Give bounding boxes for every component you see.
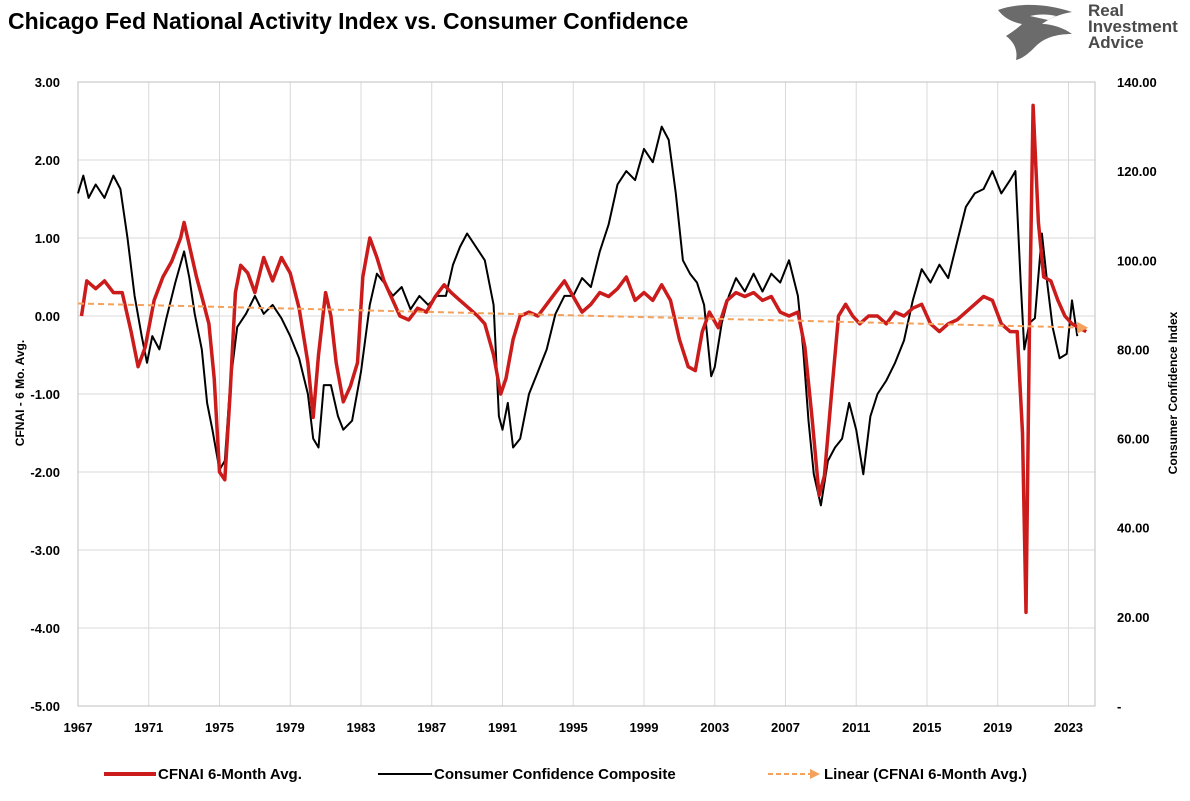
- right-tick-label: 80.00: [1117, 342, 1150, 357]
- x-tick-label: 2023: [1054, 720, 1083, 735]
- left-tick-label: 2.00: [35, 153, 60, 168]
- legend-swatch-cfnai: [104, 772, 156, 776]
- left-tick-label: -5.00: [30, 699, 60, 714]
- series-line-0: [79, 103, 1088, 615]
- right-tick-label: -: [1117, 699, 1121, 714]
- left-axis-ticks: 3.00 2.00 1.00 0.00 -1.00 -2.00 -3.00 -4.00 -5.0…: [30, 75, 60, 714]
- legend-item-consumer-confidence: Consumer Confidence Composite: [378, 760, 676, 788]
- x-tick-label: 1967: [64, 720, 93, 735]
- left-tick-label: 0.00: [35, 309, 60, 324]
- left-tick-label: -1.00: [30, 387, 60, 402]
- legend: CFNAI 6-Month Avg. Consumer Confidence C…: [0, 760, 1190, 788]
- brand-line-3: Advice: [1088, 33, 1144, 52]
- x-tick-label: 1975: [205, 720, 234, 735]
- legend-label-cfnai: CFNAI 6-Month Avg.: [158, 765, 302, 783]
- left-tick-label: -4.00: [30, 621, 60, 636]
- right-axis-ticks: 140.00 120.00 100.00 80.00 60.00 40.00 20.00 -: [1117, 75, 1157, 714]
- plot-frame: [77, 81, 1096, 707]
- legend-label-linear: Linear (CFNAI 6-Month Avg.): [824, 765, 1028, 783]
- left-axis-title: CFNAI - 6 Mo. Avg.: [13, 340, 27, 446]
- x-tick-label: 2015: [913, 720, 942, 735]
- grid-lines: [77, 81, 1096, 707]
- series-layer: [77, 103, 1089, 615]
- right-tick-label: 20.00: [1117, 610, 1150, 625]
- x-tick-label: 1995: [559, 720, 588, 735]
- left-tick-label: -3.00: [30, 543, 60, 558]
- brand-wordmark: Real Investment Advice: [1088, 1, 1178, 52]
- brand-line-2: Investment: [1088, 17, 1178, 36]
- legend-item-cfnai: CFNAI 6-Month Avg.: [104, 760, 302, 788]
- x-tick-label: 1979: [276, 720, 305, 735]
- x-axis-ticks: 1967 1971 1975 1979 1983 1987 1991 1995 1999 2003…: [64, 720, 1083, 735]
- x-tick-label: 1983: [347, 720, 376, 735]
- right-tick-label: 60.00: [1117, 432, 1150, 447]
- x-tick-label: 1971: [134, 720, 163, 735]
- right-tick-label: 140.00: [1117, 75, 1157, 90]
- right-axis-title: Consumer Confidence Index: [1166, 311, 1180, 474]
- left-tick-label: 1.00: [35, 231, 60, 246]
- legend-item-linear: Linear (CFNAI 6-Month Avg.): [768, 760, 1027, 788]
- right-tick-label: 100.00: [1117, 253, 1157, 268]
- x-tick-label: 2003: [700, 720, 729, 735]
- left-tick-label: -2.00: [30, 465, 60, 480]
- x-tick-label: 2019: [983, 720, 1012, 735]
- trend-arrowhead: [1077, 321, 1089, 334]
- chart-plot: 3.00 2.00 1.00 0.00 -1.00 -2.00 -3.00 -4.00 -5.0…: [13, 75, 1180, 735]
- legend-label-consumer-confidence: Consumer Confidence Composite: [434, 765, 676, 783]
- legend-swatch-linear: [768, 769, 820, 779]
- right-tick-label: 40.00: [1117, 521, 1150, 536]
- eagle-logo-icon: [998, 4, 1072, 61]
- x-tick-label: 2007: [771, 720, 800, 735]
- x-tick-label: 1999: [630, 720, 659, 735]
- chart-title: Chicago Fed National Activity Index vs. …: [8, 8, 689, 34]
- left-tick-label: 3.00: [35, 75, 60, 90]
- series-line-2: [77, 302, 1087, 329]
- x-tick-label: 2011: [842, 720, 870, 735]
- x-tick-label: 1991: [488, 720, 517, 735]
- legend-swatch-consumer-confidence: [378, 773, 432, 775]
- right-tick-label: 120.00: [1117, 164, 1157, 179]
- x-tick-label: 1987: [417, 720, 446, 735]
- brand-line-1: Real: [1088, 1, 1124, 20]
